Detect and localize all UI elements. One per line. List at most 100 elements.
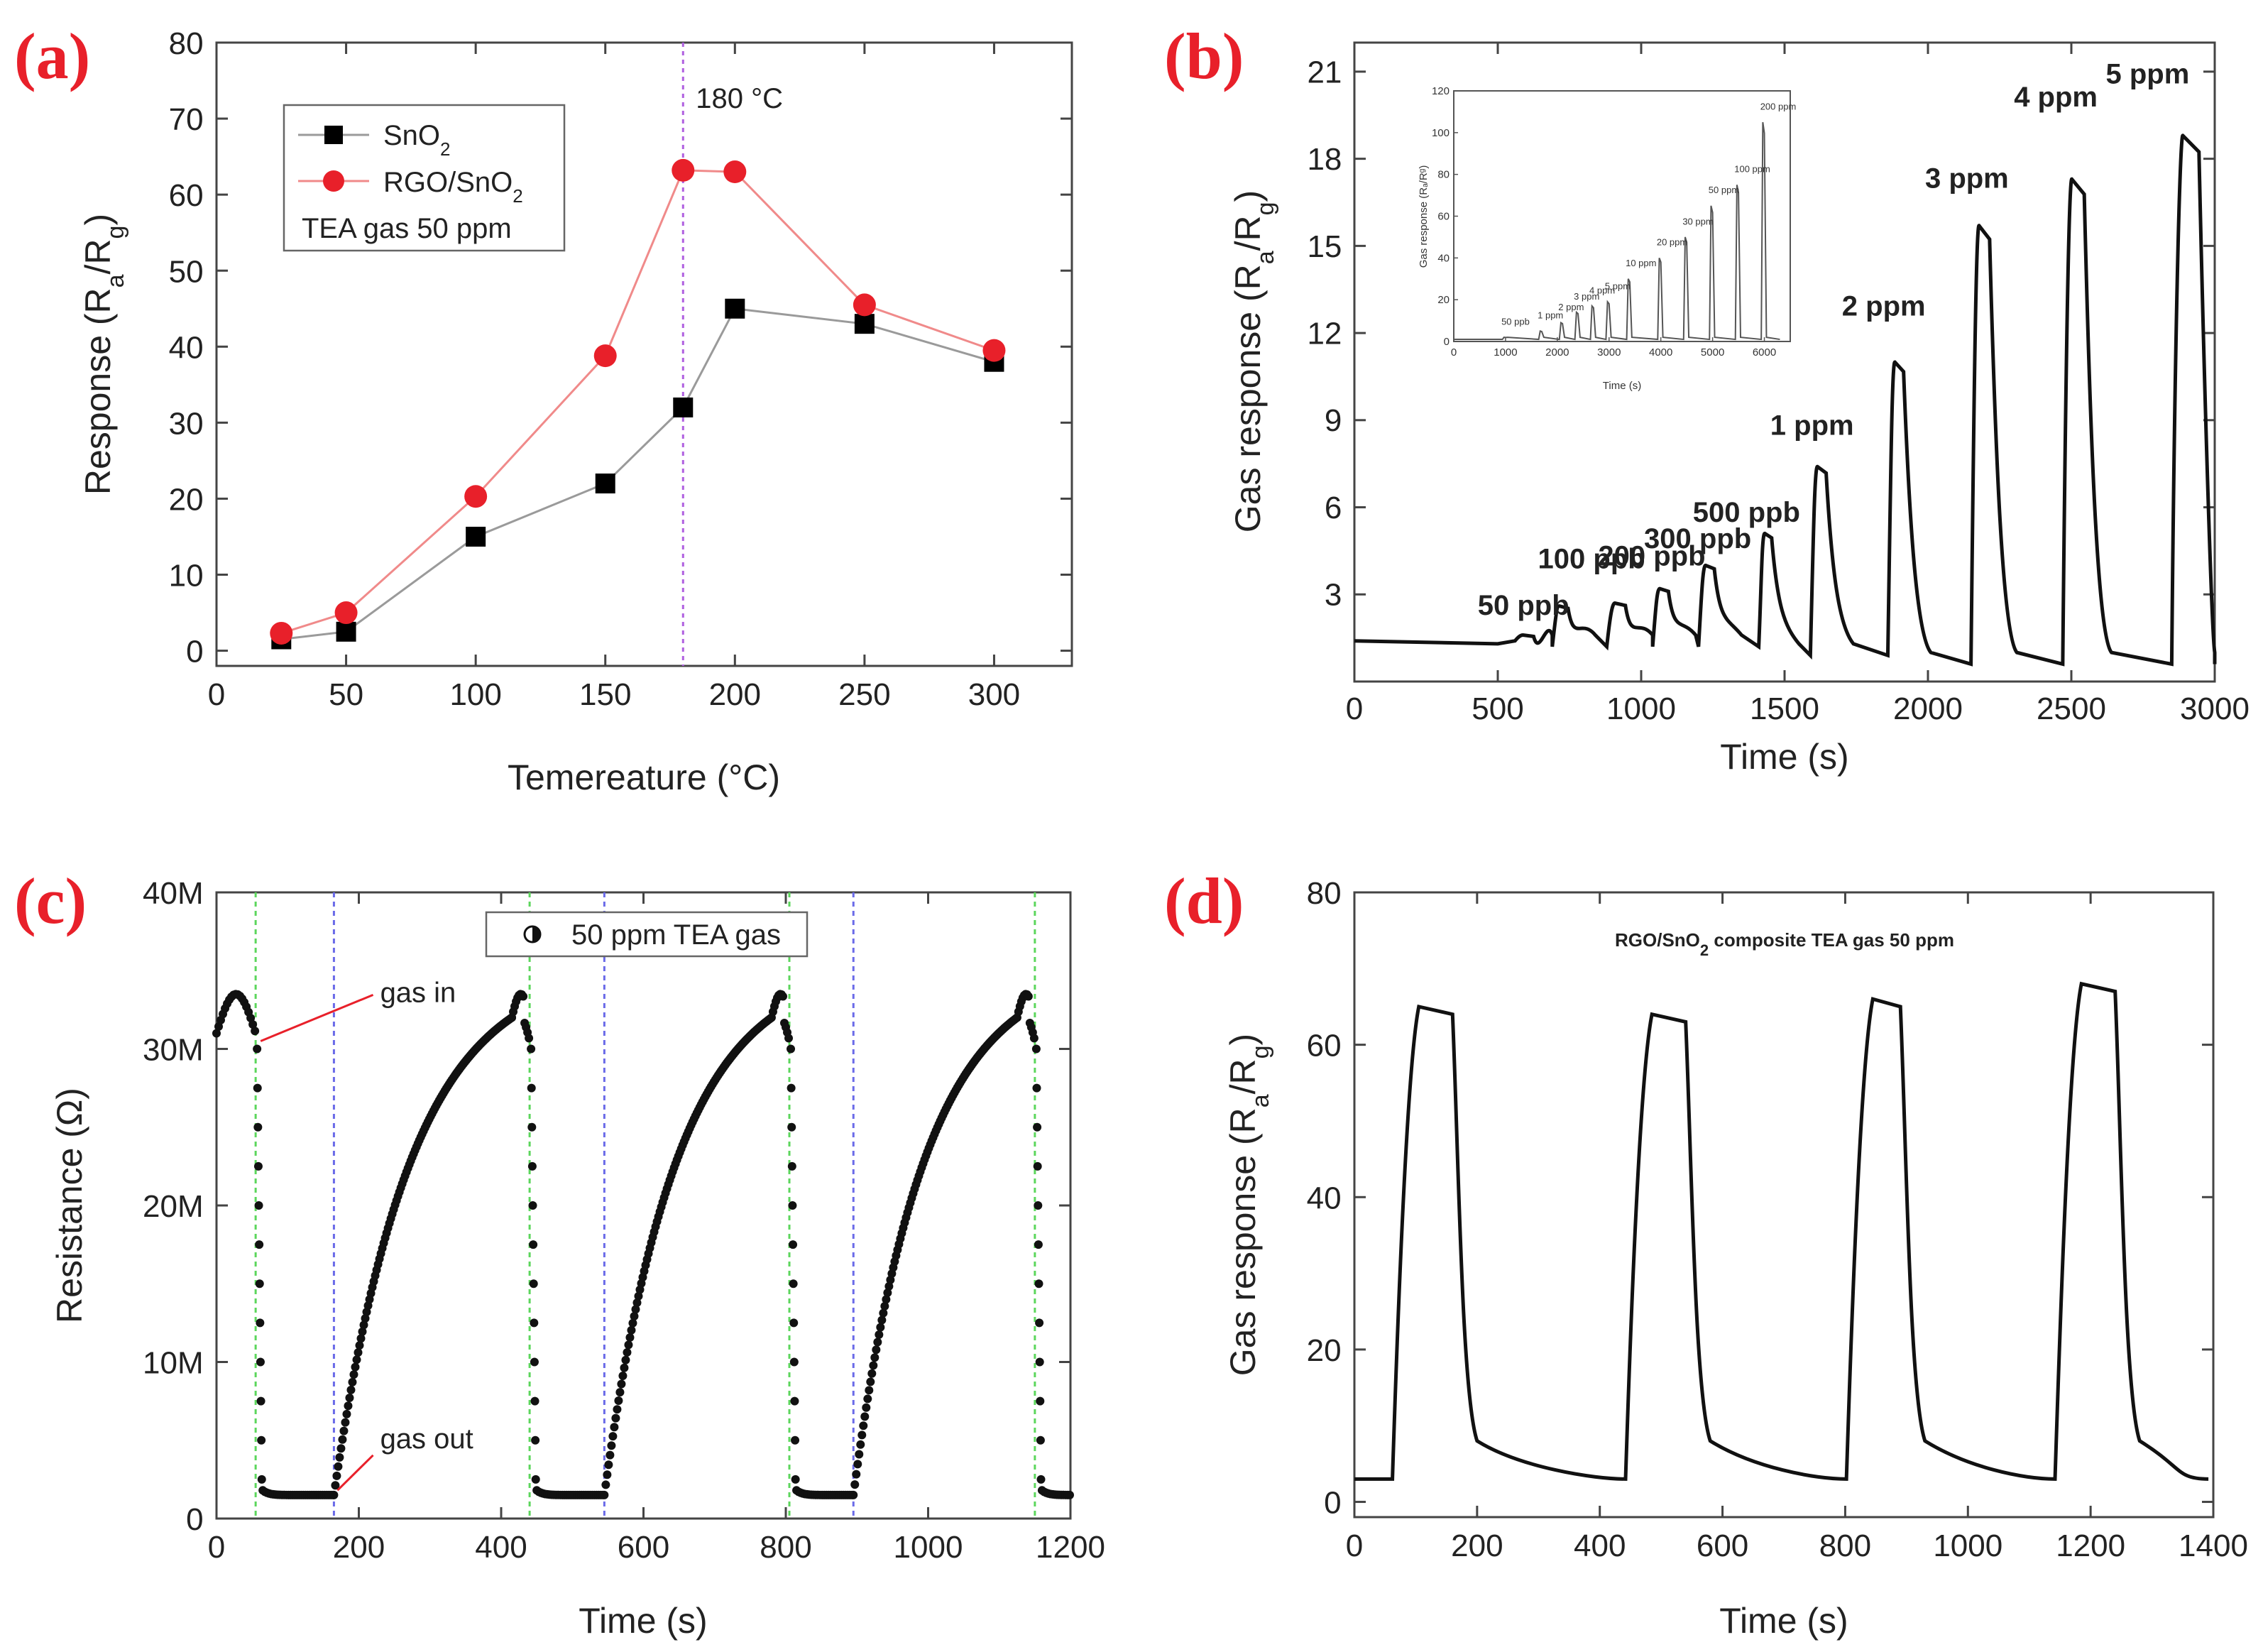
legend-marker-sno2: [324, 126, 343, 144]
pulse-label: 5 ppm: [2105, 58, 2189, 89]
resistance-point: [608, 1432, 618, 1441]
x-tick-label: 2500: [2037, 691, 2106, 726]
inset-peak-label: 10 ppm: [1626, 258, 1656, 268]
resistance-point: [624, 1340, 633, 1350]
resistance-point: [873, 1338, 882, 1347]
inset-x-tick-label: 3000: [1597, 346, 1621, 359]
resistance-point: [877, 1315, 887, 1325]
rgo-sno2-point: [270, 621, 293, 645]
resistance-point: [248, 1019, 258, 1029]
rgo-sno2-point: [464, 485, 488, 508]
panel-b-label: (b): [1164, 20, 1244, 92]
resistance-point: [791, 1435, 800, 1445]
panel-d-response-curve: [1354, 981, 2209, 1481]
inset-peak-label: 20 ppm: [1657, 237, 1687, 248]
x-tick-label: 400: [1574, 1528, 1626, 1563]
resistance-point: [331, 1481, 340, 1490]
y-tick-label: 60: [169, 178, 204, 213]
y-tick-label: 12: [1307, 316, 1342, 351]
sno2-point: [595, 474, 615, 494]
resistance-point: [1035, 1318, 1044, 1328]
x-tick-label: 600: [1697, 1528, 1748, 1563]
y-tick-label: 20M: [143, 1189, 204, 1224]
x-tick-label: 100: [449, 677, 501, 712]
resistance-point: [620, 1363, 629, 1372]
panel-c-legend-label: 50 ppm TEA gas: [571, 919, 781, 951]
x-tick-label: 500: [1472, 691, 1523, 726]
x-tick-label: 1500: [1750, 691, 1819, 726]
resistance-point: [617, 1379, 626, 1389]
resistance-point: [531, 1475, 540, 1484]
resistance-point: [1033, 1122, 1042, 1132]
panel-a-label: (a): [14, 20, 90, 92]
resistance-point: [862, 1403, 871, 1412]
resistance-point: [628, 1318, 637, 1328]
resistance-point: [356, 1334, 366, 1343]
inset-peak-label: 3 ppm: [1574, 291, 1599, 302]
sno2-point: [673, 397, 694, 417]
inset-peak-label: 5 ppm: [1605, 280, 1631, 291]
resistance-point: [332, 1471, 341, 1480]
resistance-point: [876, 1323, 885, 1332]
panel-d-xlabel: Time (s): [1719, 1601, 1848, 1641]
y-tick-label: 15: [1307, 229, 1342, 264]
resistance-point: [630, 1311, 639, 1320]
y-tick-label: 40: [1307, 1181, 1342, 1215]
inset-y-tick-label: 40: [1437, 252, 1450, 264]
panel-c: (c) 0 200 400 600 800 1000 1200 0 10M 20M 30M 40M 5…: [14, 865, 1105, 1641]
resistance-point: [788, 1201, 797, 1210]
resistance-point: [527, 1083, 536, 1093]
resistance-point: [253, 1161, 263, 1171]
resistance-point: [358, 1327, 367, 1336]
resistance-point: [334, 1462, 343, 1471]
y-tick-label: 60: [1307, 1029, 1342, 1063]
resistance-point: [882, 1295, 891, 1304]
x-tick-label: 800: [760, 1530, 811, 1565]
resistance-point: [787, 1122, 796, 1132]
pulse-label: 200 ppb: [1598, 540, 1705, 571]
resistance-point: [255, 1279, 264, 1289]
series-line-rgo-sno2: [280, 169, 994, 635]
resistance-point: [789, 1357, 799, 1367]
panel-a-xlabel: Temereature (°C): [508, 757, 780, 797]
resistance-point: [603, 1470, 612, 1479]
resistance-point: [789, 1318, 799, 1328]
x-tick-label: 1000: [1606, 691, 1676, 726]
resistance-point: [789, 1240, 798, 1249]
x-tick-label: 300: [968, 677, 1020, 712]
panel-d-ticks: 0 200 400 600 800 1000 1200 1400 0 20 40 60 80: [1307, 876, 2248, 1563]
y-tick-label: 80: [1307, 876, 1342, 911]
resistance-point: [1024, 992, 1033, 1001]
resistance-point: [527, 1044, 536, 1054]
panel-b-response-curve: [1354, 133, 2217, 667]
resistance-point: [601, 1480, 610, 1489]
inset-x-tick-label: 0: [1451, 346, 1457, 359]
rgo-sno2-point: [334, 601, 358, 625]
inset-ylabel: Gas response (Rₐ/Rᵍ): [1418, 165, 1430, 268]
pulse-label: 500 ppb: [1693, 497, 1800, 528]
arrow-gas-out: [336, 1454, 374, 1492]
resistance-point: [865, 1386, 874, 1395]
inset-peak-label: 1 ppm: [1538, 310, 1563, 321]
resistance-point: [791, 1475, 800, 1484]
inset-y-tick-label: 0: [1444, 336, 1450, 348]
inset-peak-label: 200 ppm: [1760, 101, 1797, 111]
resistance-point: [604, 1460, 613, 1470]
resistance-point: [625, 1333, 635, 1342]
resistance-point: [355, 1341, 364, 1350]
resistance-point: [1032, 1083, 1041, 1093]
resistance-point: [850, 1480, 860, 1489]
resistance-point: [610, 1423, 619, 1432]
y-tick-label: 0: [1324, 1486, 1341, 1521]
resistance-point: [253, 1083, 262, 1093]
inset-peak-label: 100 ppm: [1734, 164, 1770, 175]
sno2-point: [466, 526, 486, 547]
y-tick-label: 10M: [143, 1346, 204, 1381]
annotation-gas-in: gas in: [380, 977, 456, 1008]
x-tick-label: 1000: [1933, 1528, 2002, 1563]
pulse-label: 2 ppm: [1842, 291, 1926, 322]
resistance-point: [778, 992, 787, 1001]
rgo-sno2-point: [982, 339, 1006, 362]
x-tick-label: 50: [329, 677, 363, 712]
